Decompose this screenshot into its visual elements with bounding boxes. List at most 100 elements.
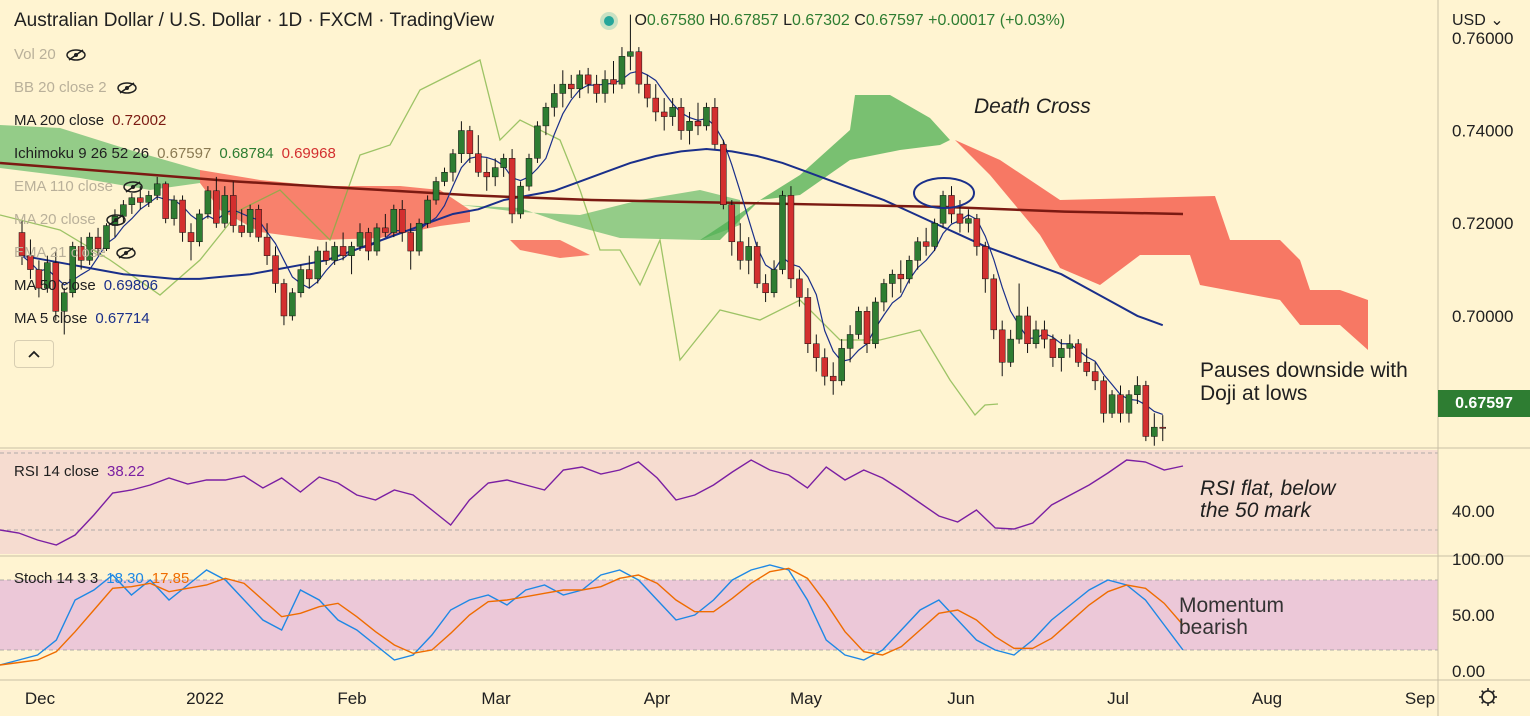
candle-body [770,269,778,294]
momentum-annotation-line1: Momentum [1179,594,1285,617]
legend-stoch[interactable]: Stoch 14 3 3 18.30 17.85 [14,570,190,587]
ma5-line [21,70,1163,415]
candle-body [483,171,490,178]
close-label: C [854,12,866,29]
rsi-tick-label: 40.00 [1452,502,1495,521]
open-value: 0.67580 [646,12,705,29]
candle-body [162,183,169,219]
candle-body [1108,394,1116,414]
cloud-green [700,95,950,240]
legend-label: MA 5 close [14,310,88,327]
candle-body [322,250,330,261]
legend-label: Ichimoku 9 26 52 26 [14,145,150,162]
candle-body [348,246,355,256]
candle-body [998,329,1006,363]
time-tick-label: Sep [1405,689,1435,708]
high-value: 0.67857 [720,12,779,29]
eye-off-icon[interactable] [115,247,136,259]
candle-body [1075,343,1082,363]
time-tick-label: Mar [481,689,511,708]
candle-body [982,246,989,280]
close-value: 0.67597 [865,12,924,29]
candle-body [1066,343,1074,349]
candle-body [584,74,592,85]
candle-body [187,232,195,243]
high-label: H [709,12,721,29]
legend-ma200[interactable]: MA 200 close 0.72002 [14,112,166,129]
candle-body [145,195,152,203]
candle-body [889,273,896,284]
candle-body [872,301,879,344]
market-status-icon [604,15,614,26]
candle-body [1125,394,1133,414]
collapse-legend-button[interactable] [14,340,54,368]
candle-body [458,130,465,154]
eye-off-icon[interactable] [123,181,143,193]
legend-value: 0.67714 [95,310,150,327]
candle-body [711,107,719,145]
legend-ema21[interactable]: EMA 21 close [14,244,136,261]
candle-body [906,260,913,280]
candle-body [737,241,744,261]
low-label: L [783,12,792,29]
candle-body [18,232,26,256]
currency-label: USD [1452,12,1486,29]
legend-label: Vol 20 [14,46,56,63]
eye-off-icon[interactable] [116,82,137,94]
eye-off-icon[interactable] [65,49,86,61]
candle-body [69,246,76,294]
eye-off-icon[interactable] [105,214,126,226]
candle-body [829,375,837,382]
candle-body [272,255,279,284]
candle-body [517,185,524,215]
indicator-panes [0,450,1438,666]
currency-selector[interactable]: USD ⌄ [1452,10,1504,30]
candle-body [973,218,981,247]
time-tick-label: Apr [644,689,671,708]
candle-body [948,195,955,215]
legend-label: BB 20 close 2 [14,79,107,96]
time-tick-label: May [790,689,823,708]
candle-body [559,83,567,94]
candle-body [204,190,212,215]
candle-body [52,262,60,312]
cloud-red [955,140,1368,350]
legend-ma50[interactable]: MA 50 close 0.69806 [14,277,158,294]
legend-vol[interactable]: Vol 20 [14,46,86,63]
candle-body [593,83,600,94]
candle-body [306,269,313,280]
candle-body [255,209,262,238]
candle-body [153,183,161,196]
candle-body [525,158,533,187]
candle-body [703,107,710,127]
candle-body [720,144,727,205]
legend-ma20[interactable]: MA 20 close [14,211,126,228]
candle-body [762,283,769,294]
candle-body [931,222,938,247]
candle-body [821,357,828,377]
candle-body [365,232,372,252]
candle-body [694,121,702,127]
candle-body [500,158,507,168]
candle-body [196,213,203,243]
candle-body [1117,394,1124,414]
change-value: +0.00017 (+0.03%) [928,12,1066,29]
candle-body [61,292,68,312]
candle-body [238,225,245,233]
candle-body [424,199,431,224]
candle-body [246,209,254,233]
ma50-line [21,148,1164,327]
candle-body [432,181,440,201]
legend-label: EMA 110 close [14,178,113,195]
candle-body [779,195,786,270]
legend-rsi[interactable]: RSI 14 close 38.22 [14,463,145,480]
candle-body [407,232,414,252]
legend-bb[interactable]: BB 20 close 2 [14,79,137,96]
candle-body [922,241,930,247]
candle-body [297,269,305,294]
candle-body [745,246,752,261]
legend-ma5[interactable]: MA 5 close 0.67714 [14,310,150,327]
candle-body [390,209,398,233]
legend-ema110[interactable]: EMA 110 close [14,178,143,195]
legend-ichimoku[interactable]: Ichimoku 9 26 52 26 0.67597 0.68784 0.69968 [14,145,336,162]
